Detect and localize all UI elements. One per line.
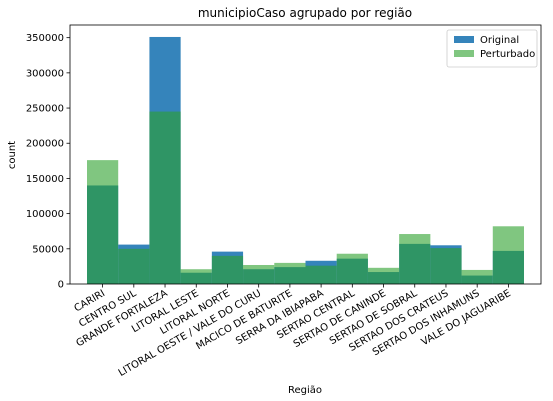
y-tick-label: 350000 <box>26 33 64 44</box>
x-axis-label: Região <box>288 385 322 396</box>
legend: Original Perturbado <box>447 30 537 67</box>
y-tick-label: 0 <box>58 280 64 291</box>
bar-perturbado <box>493 226 524 284</box>
y-tick-label: 150000 <box>26 174 64 185</box>
y-tick-label: 300000 <box>26 68 64 79</box>
y-tick-label: 250000 <box>26 104 64 115</box>
bar-perturbado <box>337 254 368 284</box>
bar-perturbado <box>181 269 212 284</box>
legend-swatch <box>454 36 474 43</box>
legend-label: Original <box>480 35 519 46</box>
bar-perturbado <box>399 234 430 284</box>
bar-perturbado <box>462 270 493 284</box>
bar-perturbado <box>274 263 305 284</box>
bar-perturbado <box>368 268 399 284</box>
y-tick-label: 200000 <box>26 139 64 150</box>
bar-perturbado <box>118 249 149 284</box>
y-tick-label: 100000 <box>26 209 64 220</box>
y-axis-label: count <box>7 141 18 169</box>
bar-perturbado <box>306 266 337 284</box>
bar-perturbado <box>87 160 118 284</box>
chart-title: municipioCaso agrupado por região <box>198 6 412 20</box>
bar-perturbado <box>243 265 274 284</box>
bar-perturbado <box>149 112 180 284</box>
bar-perturbado <box>430 248 461 284</box>
y-tick-label: 50000 <box>32 244 64 255</box>
legend-label: Perturbado <box>480 49 535 60</box>
legend-swatch <box>454 50 474 57</box>
bar-perturbado <box>212 256 243 284</box>
